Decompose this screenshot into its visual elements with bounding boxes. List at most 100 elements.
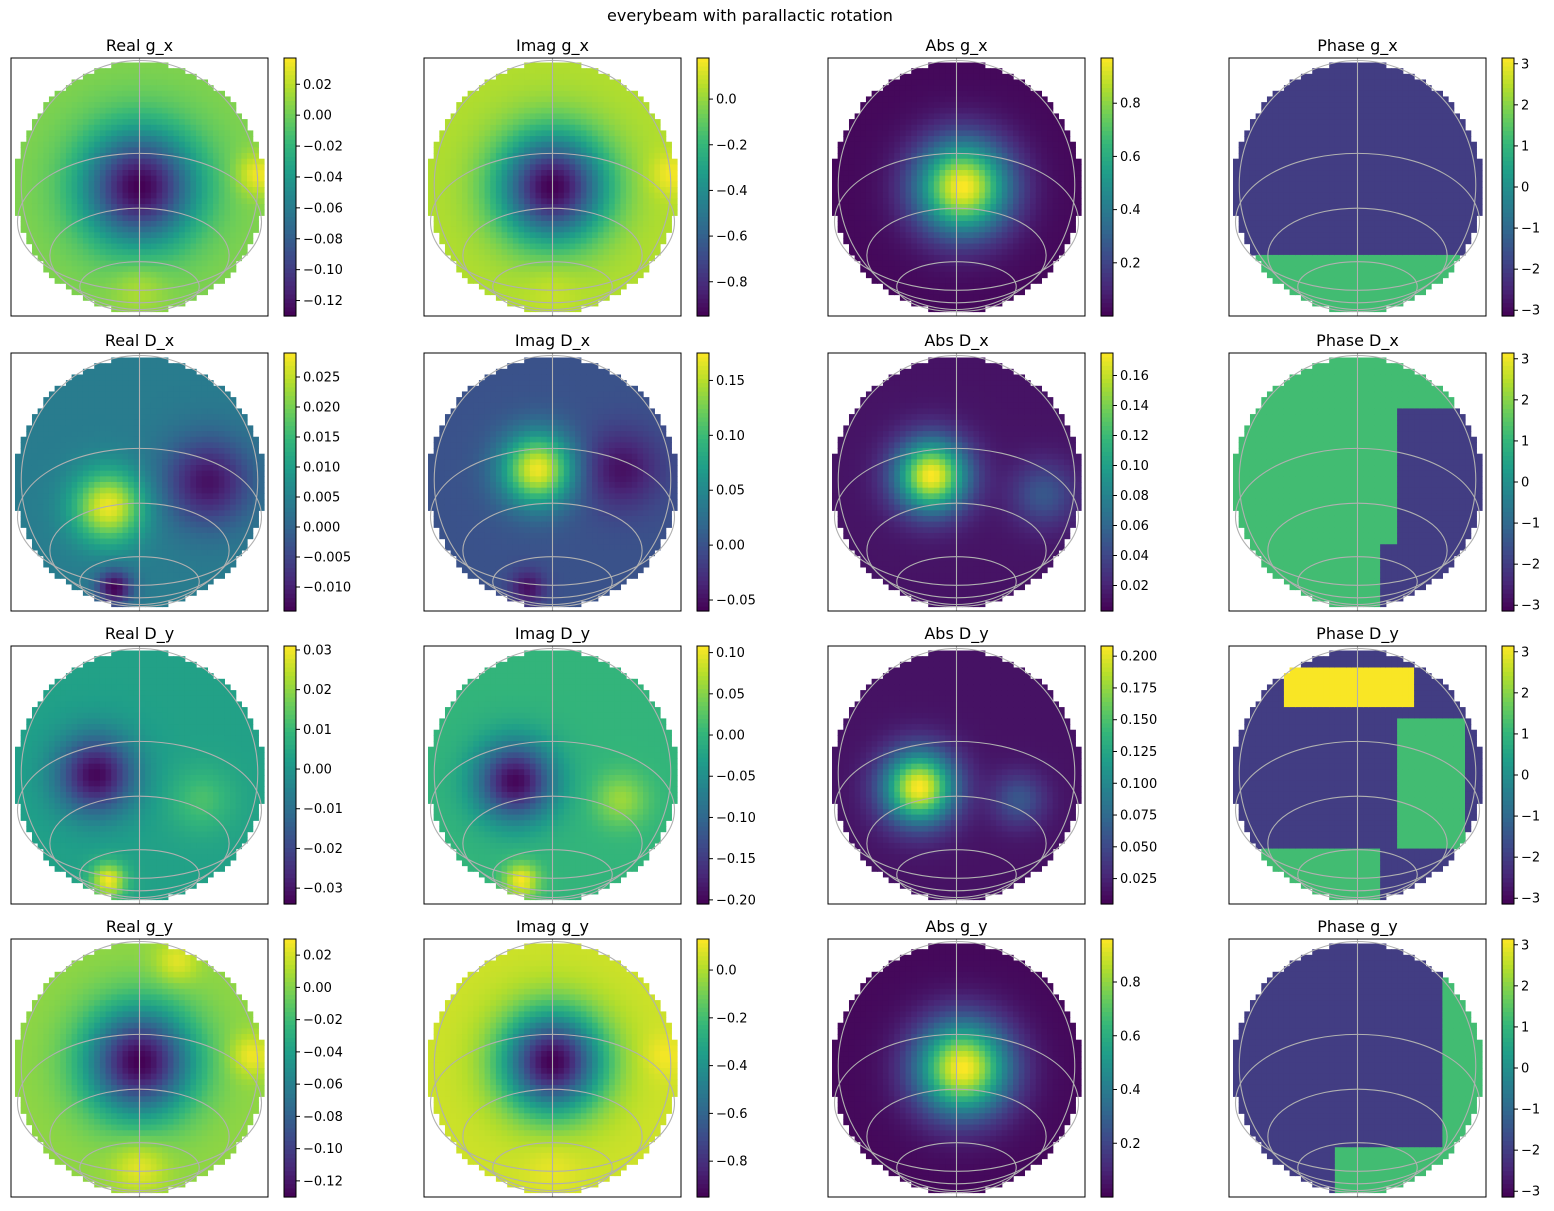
heatmap-cell [854, 187, 861, 194]
colorbar-segment [1101, 251, 1113, 257]
heatmap-cell [648, 130, 655, 137]
heatmap-cell [945, 288, 952, 296]
heatmap-cell [235, 203, 242, 211]
heatmap-cell [139, 124, 146, 132]
heatmap-cell [484, 96, 491, 103]
heatmap-cell [116, 277, 124, 284]
heatmap-cell [156, 232, 163, 239]
heatmap-cell [1249, 136, 1257, 143]
heatmap-cell [241, 187, 248, 194]
heatmap-cell [654, 209, 661, 216]
heatmap-cell [860, 243, 867, 250]
colorbar-segment [697, 247, 709, 253]
heatmap-cell [467, 209, 474, 216]
heatmap-cell [979, 209, 986, 216]
heatmap-cell [450, 237, 457, 245]
heatmap-cell [173, 220, 180, 228]
heatmap-cell [241, 232, 248, 239]
heatmap-cell [122, 62, 129, 69]
heatmap-cell [495, 96, 503, 103]
heatmap-cell [1052, 209, 1059, 216]
heatmap-cell [145, 124, 152, 132]
heatmap-cell [626, 181, 633, 188]
heatmap-cell [77, 96, 84, 103]
heatmap-cell [218, 249, 225, 256]
heatmap-cell [882, 260, 890, 267]
heatmap-cell [128, 181, 135, 188]
heatmap-cell [478, 85, 486, 92]
heatmap-cell [20, 141, 27, 148]
heatmap-cell [832, 164, 839, 171]
heatmap-cell [609, 85, 616, 92]
heatmap-cell [501, 130, 508, 137]
heatmap-cell [620, 260, 627, 267]
heatmap-cell [428, 158, 435, 165]
heatmap-cell [899, 260, 907, 267]
heatmap-cell [1052, 215, 1059, 222]
heatmap-cell [88, 158, 95, 165]
heatmap-cell [218, 260, 225, 267]
heatmap-cell [456, 175, 463, 182]
heatmap-cell [15, 192, 22, 199]
heatmap-cell [116, 147, 124, 154]
heatmap-cell [996, 79, 1003, 86]
heatmap-cell [552, 68, 559, 75]
heatmap-cell [145, 175, 152, 182]
heatmap-cell [111, 107, 118, 115]
heatmap-cell [218, 102, 225, 109]
heatmap-cell [671, 175, 678, 182]
heatmap-cell [145, 113, 152, 120]
colorbar-segment [284, 66, 296, 72]
heatmap-cell [99, 181, 107, 188]
heatmap-cell [643, 243, 650, 250]
heatmap-cell [213, 147, 220, 154]
heatmap-cell [631, 237, 638, 245]
heatmap-cell [1001, 96, 1009, 103]
heatmap-cell [631, 107, 638, 115]
heatmap-cell [671, 158, 678, 165]
heatmap-cell [179, 226, 186, 233]
heatmap-cell [877, 215, 884, 222]
heatmap-cell [105, 237, 112, 245]
heatmap-cell [150, 62, 158, 69]
heatmap-cell [1244, 164, 1251, 171]
heatmap-cell [201, 136, 209, 143]
heatmap-cell [82, 164, 90, 171]
heatmap-cell [922, 113, 929, 120]
heatmap-cell [43, 141, 50, 148]
heatmap-cell [882, 175, 890, 182]
heatmap-cell [1013, 102, 1020, 109]
heatmap-cell [150, 119, 158, 126]
heatmap-cell [552, 266, 559, 273]
heatmap-cell [911, 187, 918, 194]
heatmap-cell [950, 130, 958, 137]
heatmap-cell [167, 147, 175, 154]
heatmap-cell [99, 209, 107, 216]
heatmap-cell [105, 203, 112, 211]
heatmap-cell [911, 175, 918, 182]
heatmap-cell [1018, 254, 1026, 262]
heatmap-cell [597, 209, 605, 216]
heatmap-cell [1024, 249, 1031, 256]
heatmap-cell [882, 283, 890, 290]
heatmap-cell [94, 288, 101, 296]
heatmap-cell [1064, 203, 1071, 211]
heatmap-cell [962, 232, 969, 239]
heatmap-cell [116, 283, 124, 290]
heatmap-cell [224, 124, 231, 132]
heatmap-cell [1249, 237, 1257, 245]
heatmap-cell [984, 220, 992, 228]
heatmap-cell [1266, 192, 1274, 199]
heatmap-cell [15, 164, 22, 171]
heatmap-cell [230, 119, 237, 126]
heatmap-cell [939, 237, 946, 245]
heatmap-cell [1261, 153, 1268, 160]
heatmap-cell [99, 119, 107, 126]
heatmap-cell [99, 260, 107, 267]
heatmap-cell [512, 232, 520, 239]
heatmap-cell [529, 170, 537, 177]
heatmap-cell [111, 136, 118, 143]
heatmap-cell [48, 260, 56, 267]
heatmap-cell [77, 170, 84, 177]
heatmap-cell [894, 198, 901, 205]
